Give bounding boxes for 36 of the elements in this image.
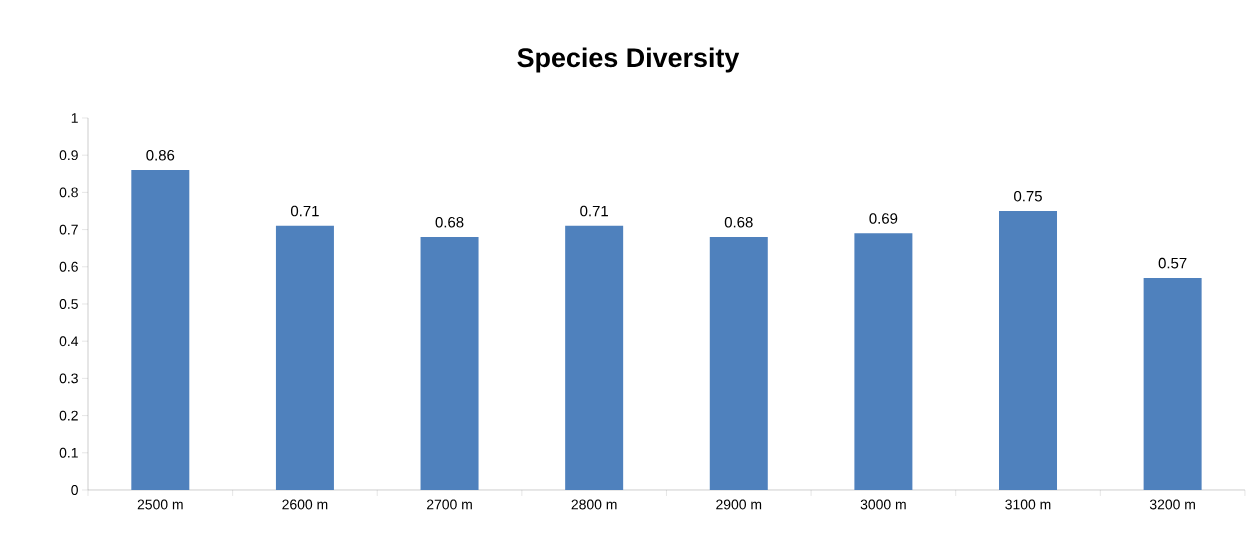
x-tick-label: 3200 m: [1149, 499, 1195, 510]
data-label: 0.68: [724, 216, 753, 228]
data-label: 0.69: [869, 213, 898, 224]
bar: [131, 170, 190, 490]
data-label: 0.71: [580, 205, 608, 217]
y-tick-label: 0: [71, 485, 78, 495]
x-tick-label: 2700 m: [426, 499, 472, 510]
y-tick-label: 0.6: [59, 261, 78, 272]
bar: [999, 210, 1058, 490]
data-label: 0.71: [290, 205, 319, 217]
bar: [1143, 277, 1202, 490]
y-tick-label: 0.5: [59, 299, 78, 309]
y-tick-label: 0.1: [59, 447, 78, 458]
y-tick-label: 0.4: [59, 336, 79, 347]
x-tick-label: 3000 m: [860, 499, 906, 510]
chart-title: Species Diversity: [517, 47, 740, 73]
y-tick-label: 0.9: [59, 150, 78, 161]
bar: [565, 225, 624, 490]
bar: [420, 237, 479, 490]
bar: [709, 237, 768, 490]
bar: [275, 225, 334, 490]
data-label: 0.75: [1014, 190, 1042, 202]
x-tick-label: 2500 m: [137, 499, 183, 510]
y-tick-label: 1: [71, 113, 78, 123]
y-tick-label: 0.2: [59, 410, 78, 421]
y-tick-label: 0.8: [59, 187, 78, 198]
bar: [854, 233, 913, 490]
data-label: 0.57: [1158, 257, 1187, 269]
x-tick-label: 2800 m: [571, 499, 617, 510]
data-label: 0.86: [146, 149, 175, 161]
data-label: 0.68: [435, 216, 464, 228]
x-tick-label: 2900 m: [716, 499, 762, 510]
x-tick-label: 2600 m: [282, 499, 328, 510]
y-tick-label: 0.3: [59, 373, 78, 384]
x-tick-label: 3100 m: [1005, 499, 1051, 510]
y-tick-label: 0.7: [59, 224, 78, 235]
